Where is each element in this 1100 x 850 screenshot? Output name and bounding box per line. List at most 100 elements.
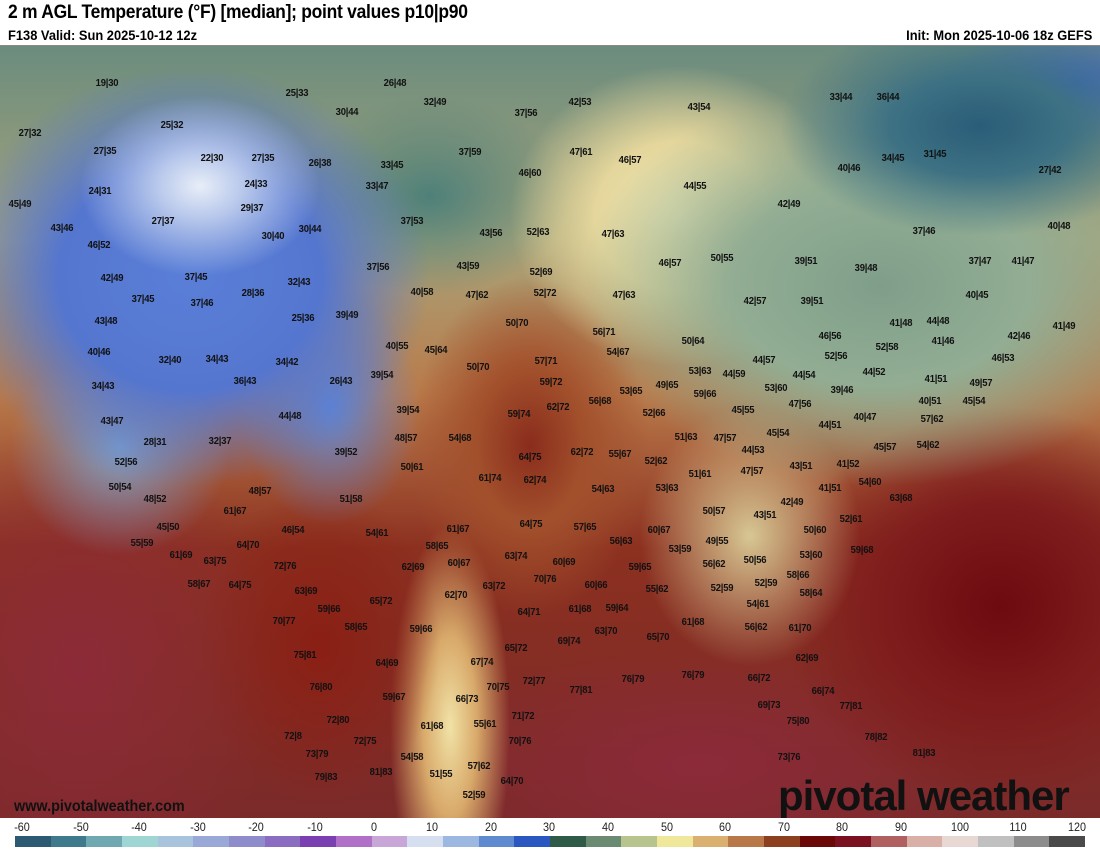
point-value-label: 61|67 bbox=[446, 523, 470, 535]
colorbar-swatch bbox=[871, 836, 907, 847]
point-value-label: 60|67 bbox=[447, 557, 471, 569]
point-value-label: 63|74 bbox=[504, 550, 528, 562]
point-value-label: 19|30 bbox=[95, 77, 119, 89]
point-value-label: 40|47 bbox=[853, 411, 877, 423]
point-value-label: 55|62 bbox=[645, 583, 669, 595]
colorbar-swatch bbox=[86, 836, 123, 847]
point-value-label: 60|69 bbox=[552, 556, 576, 568]
point-value-label: 50|61 bbox=[400, 461, 424, 473]
point-value-label: 28|36 bbox=[241, 287, 265, 299]
colorbar-tick-label: 10 bbox=[426, 820, 439, 834]
point-value-label: 52|63 bbox=[526, 226, 550, 238]
point-value-label: 44|53 bbox=[741, 444, 765, 456]
colorbar-tick-label: 40 bbox=[601, 820, 615, 834]
point-value-label: 59|74 bbox=[507, 408, 531, 420]
point-value-label: 63|68 bbox=[889, 492, 913, 504]
point-value-label: 44|54 bbox=[792, 369, 816, 381]
point-value-label: 61|69 bbox=[169, 549, 193, 561]
point-value-label: 44|52 bbox=[862, 366, 886, 378]
point-value-label: 57|71 bbox=[534, 355, 558, 367]
point-value-label: 50|55 bbox=[710, 252, 734, 264]
point-value-label: 46|56 bbox=[818, 330, 842, 342]
point-value-label: 41|51 bbox=[818, 482, 842, 494]
point-value-label: 43|47 bbox=[100, 415, 124, 427]
point-value-label: 41|46 bbox=[931, 335, 955, 347]
point-value-label: 45|50 bbox=[156, 521, 180, 533]
point-value-label: 40|45 bbox=[965, 289, 989, 301]
point-value-label: 25|36 bbox=[291, 312, 315, 324]
point-value-label: 42|57 bbox=[743, 295, 767, 307]
point-value-label: 59|66 bbox=[409, 623, 433, 635]
point-value-label: 42|49 bbox=[100, 272, 124, 284]
colorbar-swatch bbox=[1049, 836, 1086, 847]
point-value-label: 43|51 bbox=[789, 460, 813, 472]
point-value-label: 27|42 bbox=[1038, 164, 1062, 176]
point-value-label: 76|80 bbox=[309, 681, 333, 693]
colorbar-tick-label: -60 bbox=[14, 820, 30, 834]
point-value-label: 52|59 bbox=[754, 577, 778, 589]
colorbar-swatch bbox=[193, 836, 230, 847]
point-value-label: 52|62 bbox=[644, 455, 668, 467]
colorbar-swatch bbox=[942, 836, 979, 847]
point-value-label: 59|64 bbox=[605, 602, 629, 614]
point-value-label: 79|83 bbox=[314, 771, 338, 783]
point-value-label: 73|79 bbox=[305, 748, 329, 760]
point-value-label: 31|45 bbox=[923, 148, 947, 160]
point-value-label: 54|61 bbox=[746, 598, 770, 610]
colorbar-swatch bbox=[407, 836, 444, 847]
point-value-label: 37|47 bbox=[968, 255, 992, 267]
colorbar-tick-label: 30 bbox=[543, 820, 556, 834]
point-value-label: 22|30 bbox=[200, 152, 224, 164]
point-value-label: 52|72 bbox=[533, 287, 557, 299]
point-value-label: 53|65 bbox=[619, 385, 643, 397]
point-value-label: 52|59 bbox=[710, 582, 734, 594]
point-value-label: 37|45 bbox=[184, 271, 208, 283]
point-value-label: 42|49 bbox=[780, 496, 804, 508]
point-value-label: 51|55 bbox=[429, 768, 453, 780]
point-value-label: 39|54 bbox=[396, 404, 420, 416]
point-value-label: 52|69 bbox=[529, 266, 553, 278]
point-value-label: 54|58 bbox=[400, 751, 424, 763]
point-value-label: 51|61 bbox=[688, 468, 712, 480]
point-value-label: 44|59 bbox=[722, 368, 746, 380]
point-value-label: 54|67 bbox=[606, 346, 630, 358]
point-value-label: 40|58 bbox=[410, 286, 434, 298]
point-value-label: 56|71 bbox=[592, 326, 616, 338]
point-value-label: 66|72 bbox=[747, 672, 771, 684]
point-value-label: 45|49 bbox=[8, 198, 32, 210]
point-value-label: 43|51 bbox=[753, 509, 777, 521]
temperature-map[interactable]: www.pivotalweather.com pivotal weather 1… bbox=[0, 45, 1100, 819]
point-value-label: 30|40 bbox=[261, 230, 285, 242]
point-value-label: 62|70 bbox=[444, 589, 468, 601]
point-value-label: 37|46 bbox=[190, 297, 214, 309]
colorbar-tick-label: 20 bbox=[484, 820, 497, 834]
point-value-label: 59|66 bbox=[693, 388, 717, 400]
brand-logo: pivotal weather bbox=[778, 772, 1070, 819]
point-value-label: 47|57 bbox=[740, 465, 764, 477]
point-value-label: 41|48 bbox=[889, 317, 913, 329]
point-value-label: 72|76 bbox=[273, 560, 297, 572]
point-value-label: 42|49 bbox=[777, 198, 801, 210]
point-value-label: 44|51 bbox=[818, 419, 842, 431]
point-value-label: 58|66 bbox=[786, 569, 810, 581]
colorbar-tick-label: -10 bbox=[307, 820, 323, 834]
point-value-label: 27|37 bbox=[151, 215, 175, 227]
point-value-label: 27|35 bbox=[251, 152, 275, 164]
point-value-label: 24|33 bbox=[244, 178, 268, 190]
point-value-label: 26|38 bbox=[308, 157, 332, 169]
point-value-label: 50|56 bbox=[743, 554, 767, 566]
point-value-label: 25|33 bbox=[285, 87, 309, 99]
colorbar bbox=[15, 836, 1086, 847]
point-value-label: 41|47 bbox=[1011, 255, 1035, 267]
point-value-label: 63|70 bbox=[594, 625, 618, 637]
point-value-label: 63|69 bbox=[294, 585, 318, 597]
colorbar-tick-label: -50 bbox=[72, 820, 89, 834]
point-value-label: 52|66 bbox=[642, 407, 666, 419]
point-value-label: 47|56 bbox=[788, 398, 812, 410]
point-value-label: 69|74 bbox=[557, 635, 581, 647]
point-value-label: 70|76 bbox=[533, 573, 557, 585]
point-value-label: 27|35 bbox=[93, 145, 117, 157]
point-value-label: 66|73 bbox=[455, 693, 479, 705]
point-value-label: 40|55 bbox=[385, 340, 409, 352]
colorbar-tick-label: 80 bbox=[836, 820, 849, 834]
